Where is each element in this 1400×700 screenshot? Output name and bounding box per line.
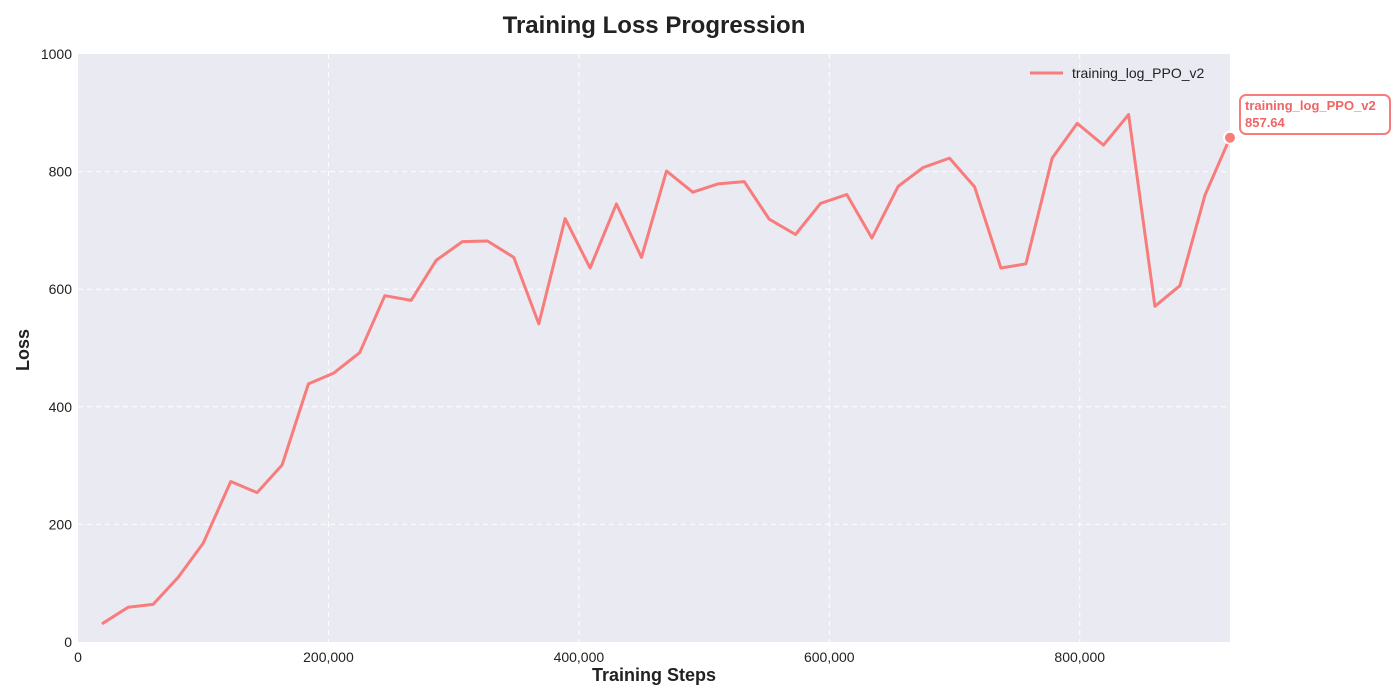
- y-tick-label: 1000: [41, 46, 72, 62]
- y-tick-label: 200: [49, 516, 73, 532]
- plot-background: [78, 54, 1230, 642]
- x-axis-ticks: 0 200,000 400,000 600,000 800,000: [74, 649, 1105, 665]
- y-axis-ticks: 0 200 400 600 800 1000: [41, 46, 72, 650]
- legend-label: training_log_PPO_v2: [1072, 65, 1205, 81]
- series-line-training-log-ppo-v2: [101, 113, 1232, 625]
- x-tick-label: 200,000: [303, 649, 354, 665]
- x-axis-label: Training Steps: [592, 665, 716, 685]
- annotation-series-name: training_log_PPO_v2: [1245, 98, 1376, 113]
- last-value-annotation: training_log_PPO_v2 857.64: [1239, 94, 1391, 135]
- last-point-marker: [1223, 130, 1237, 145]
- x-tick-label: 600,000: [804, 649, 855, 665]
- y-axis-label: Loss: [13, 329, 33, 371]
- y-tick-label: 800: [49, 164, 73, 180]
- legend: training_log_PPO_v2: [1030, 65, 1205, 81]
- x-tick-label: 800,000: [1054, 649, 1105, 665]
- chart-title: Training Loss Progression: [503, 12, 806, 39]
- annotation-value: 857.64: [1245, 115, 1286, 130]
- x-tick-label: 400,000: [554, 649, 605, 665]
- annotation-box: [1239, 94, 1391, 135]
- y-tick-label: 400: [49, 399, 73, 415]
- series-layer: [101, 113, 1237, 625]
- y-tick-label: 600: [49, 281, 73, 297]
- grid-lines: [78, 54, 1230, 642]
- x-tick-label: 0: [74, 649, 82, 665]
- y-tick-label: 0: [64, 634, 72, 650]
